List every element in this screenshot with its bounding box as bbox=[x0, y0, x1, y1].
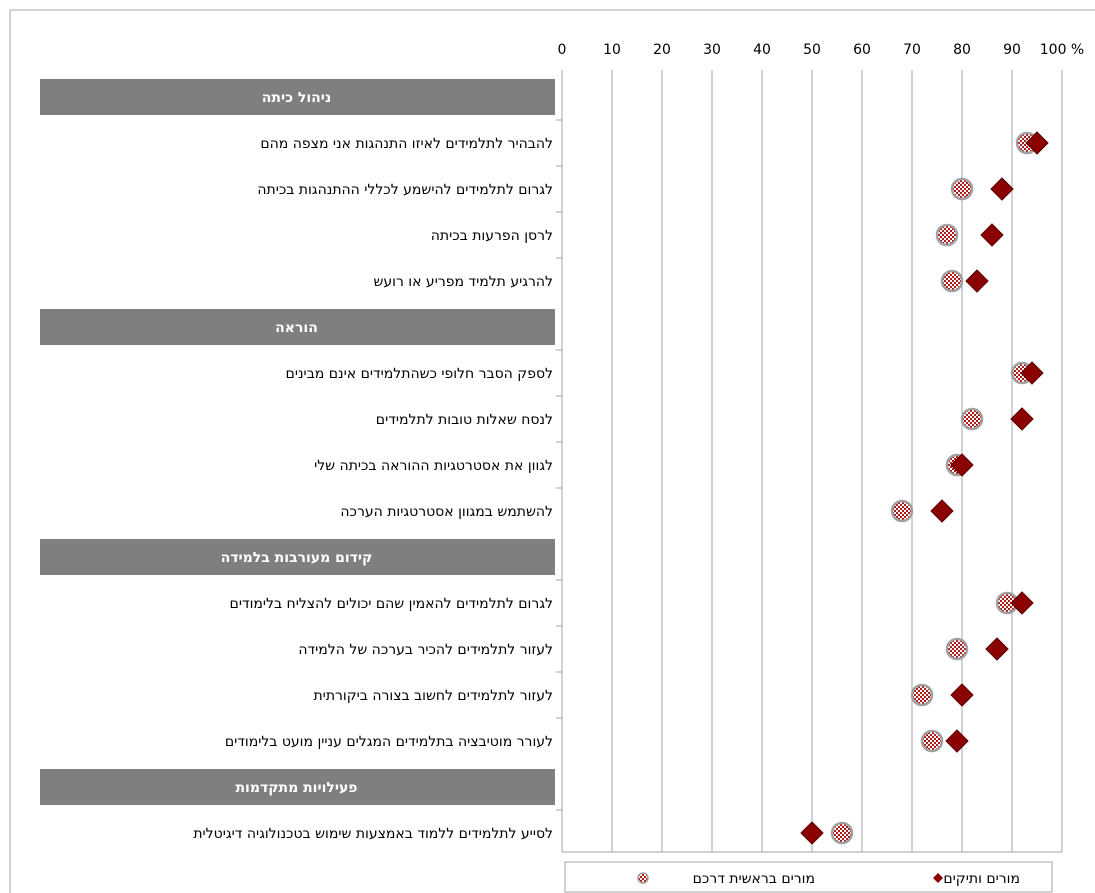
x-tick-label: 20 bbox=[653, 42, 671, 58]
veteran-marker bbox=[985, 637, 1009, 661]
x-tick-label: 50 bbox=[803, 42, 821, 58]
veteran-marker bbox=[945, 729, 969, 753]
veteran-marker bbox=[1010, 407, 1034, 431]
category-label: לגרום לתלמידים להישמע לכללי ההתנהגות בכי… bbox=[257, 182, 553, 198]
veteran-marker bbox=[1020, 361, 1044, 385]
category-label: לעורר מוטיבציה בתלמידים המגלים עניין מוע… bbox=[225, 734, 553, 750]
legend-label-novice: מורים בראשית דרכם bbox=[693, 871, 815, 887]
category-label: להרגיע תלמיד מפריע או רועש bbox=[373, 274, 553, 290]
section-header-bar bbox=[40, 539, 555, 575]
veteran-marker bbox=[950, 453, 974, 477]
novice-marker bbox=[945, 637, 969, 661]
category-label: לרסן הפרעות בכיתה bbox=[431, 228, 553, 244]
section-header-label: פעילויות מתקדמות bbox=[235, 780, 357, 796]
category-label: לסייע לתלמידים ללמוד באמצעות שימוש בטכנו… bbox=[193, 826, 553, 842]
category-label: לגוון את אסטרטגיות ההוראה בכיתה שלי bbox=[314, 458, 553, 474]
x-tick-label: 100 % bbox=[1040, 42, 1084, 58]
veteran-marker bbox=[950, 683, 974, 707]
veteran-marker bbox=[930, 499, 954, 523]
category-label: לנסח שאלות טובות לתלמידים bbox=[376, 412, 553, 428]
legend-diamond-icon bbox=[933, 873, 943, 883]
section-header-label: קידום מעורבות בלמידה bbox=[221, 550, 373, 566]
section-header-bar bbox=[40, 79, 555, 115]
x-tick-label: 10 bbox=[603, 42, 621, 58]
section-header-label: הוראה bbox=[275, 320, 318, 336]
veteran-marker bbox=[965, 269, 989, 293]
category-label: לעזור לתלמידים לחשוב בצורה ביקורתית bbox=[313, 688, 553, 704]
section-header-bar bbox=[40, 309, 555, 345]
veteran-marker bbox=[1010, 591, 1034, 615]
novice-marker bbox=[920, 729, 944, 753]
category-label: להבהיר לתלמידים לאיזו התנהגות אני מצפה מ… bbox=[260, 136, 553, 152]
novice-marker bbox=[830, 821, 854, 845]
x-tick-label: 30 bbox=[703, 42, 721, 58]
section-header-bar bbox=[40, 769, 555, 805]
legend-circle-icon bbox=[637, 872, 649, 884]
x-tick-label: 80 bbox=[953, 42, 971, 58]
category-label: לעזור לתלמידים להכיר בערכה של הלמידה bbox=[298, 642, 553, 658]
novice-marker bbox=[960, 407, 984, 431]
novice-marker bbox=[950, 177, 974, 201]
category-label: להשתמש במגוון אסטרטגיות הערכה bbox=[340, 504, 553, 520]
section-header-label: ניהול כיתה bbox=[262, 90, 331, 106]
veteran-marker bbox=[980, 223, 1004, 247]
novice-marker bbox=[910, 683, 934, 707]
veteran-marker bbox=[1025, 131, 1049, 155]
veteran-marker bbox=[800, 821, 824, 845]
x-tick-label: 60 bbox=[853, 42, 871, 58]
novice-marker bbox=[940, 269, 964, 293]
x-tick-label: 70 bbox=[903, 42, 921, 58]
x-tick-label: 90 bbox=[1003, 42, 1021, 58]
novice-marker bbox=[890, 499, 914, 523]
category-label: לגרום לתלמידים להאמין שהם יכולים להצליח … bbox=[230, 596, 553, 612]
x-tick-label: 40 bbox=[753, 42, 771, 58]
x-tick-label: 0 bbox=[558, 42, 567, 58]
novice-marker bbox=[935, 223, 959, 247]
category-label: לספק הסבר חלופי כשהתלמידים אינם מבינים bbox=[286, 366, 553, 382]
legend-label-veteran: מורים ותיקים bbox=[943, 871, 1020, 887]
legend-box bbox=[564, 861, 1053, 893]
veteran-marker bbox=[990, 177, 1014, 201]
